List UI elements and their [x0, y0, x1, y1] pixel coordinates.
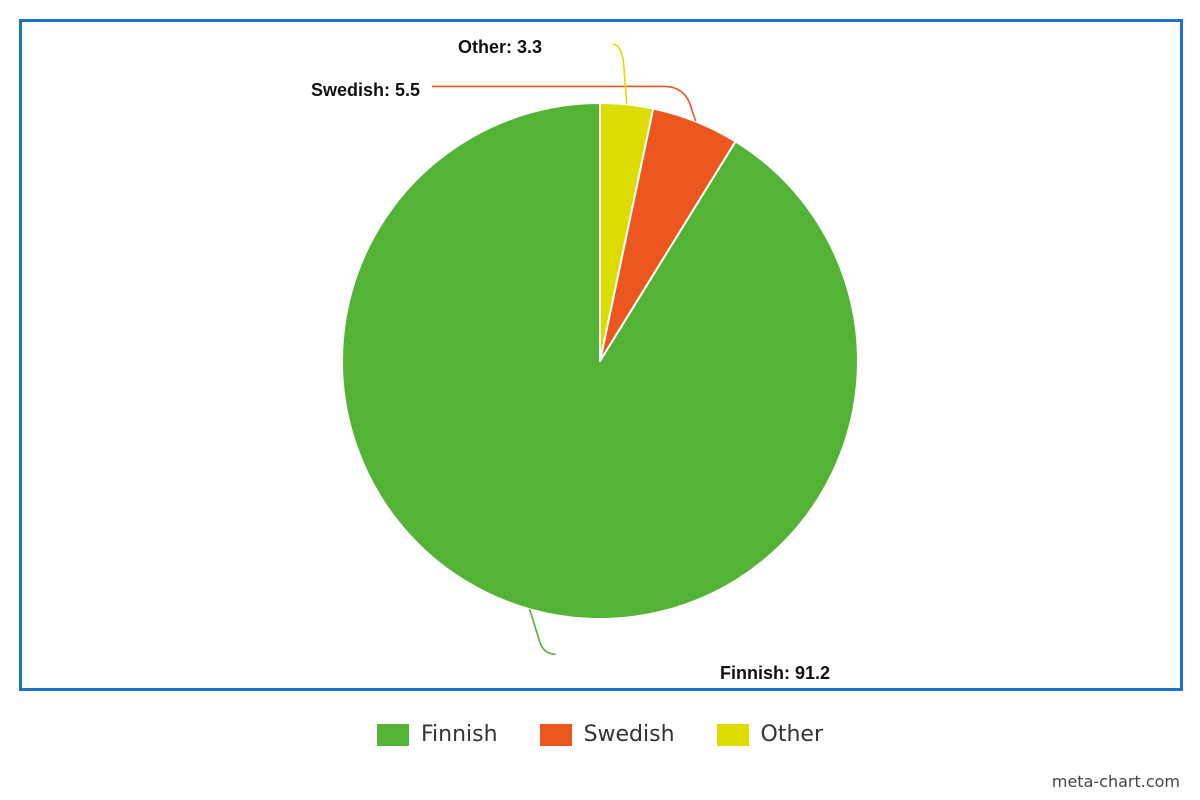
- legend-label-other: Other: [761, 722, 823, 747]
- pie-chart: Finnish: 91.2 Swedish: 5.5 Other: 3.3: [22, 22, 1180, 688]
- label-connector-other: [613, 44, 627, 104]
- legend-swatch-other: [717, 724, 749, 746]
- legend-label-finnish: Finnish: [421, 722, 498, 747]
- legend-swatch-finnish: [377, 724, 409, 746]
- legend-item-swedish[interactable]: Swedish: [540, 722, 675, 747]
- legend-swatch-swedish: [540, 724, 572, 746]
- credit-text[interactable]: meta-chart.com: [1052, 772, 1180, 791]
- legend: Finnish Swedish Other: [0, 722, 1200, 747]
- slice-label-swedish: Swedish: 5.5: [311, 80, 420, 100]
- slice-label-other: Other: 3.3: [458, 37, 542, 57]
- legend-item-finnish[interactable]: Finnish: [377, 722, 498, 747]
- slice-label-finnish: Finnish: 91.2: [720, 663, 830, 683]
- label-connector-finnish: [530, 609, 556, 654]
- legend-item-other[interactable]: Other: [717, 722, 823, 747]
- legend-label-swedish: Swedish: [584, 722, 675, 747]
- chart-frame: Finnish: 91.2 Swedish: 5.5 Other: 3.3: [19, 19, 1183, 691]
